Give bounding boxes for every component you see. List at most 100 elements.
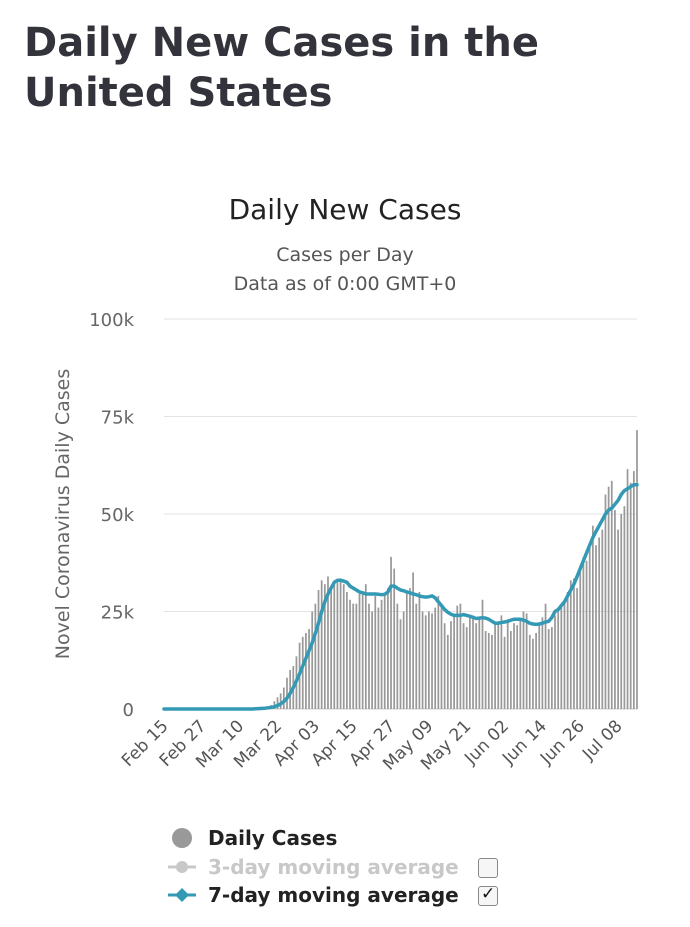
daily-cases-bar[interactable] — [421, 611, 424, 710]
daily-cases-bar[interactable] — [314, 603, 317, 709]
daily-cases-bar[interactable] — [513, 623, 515, 709]
daily-cases-bar[interactable] — [528, 634, 531, 709]
daily-cases-bar[interactable] — [487, 632, 490, 709]
daily-cases-bar[interactable] — [380, 599, 383, 709]
daily-cases-bar[interactable] — [598, 537, 601, 709]
daily-cases-bar[interactable] — [390, 556, 392, 709]
daily-cases-bar[interactable] — [402, 611, 405, 710]
daily-cases-bar[interactable] — [629, 482, 632, 709]
daily-cases-bar[interactable] — [371, 611, 373, 710]
daily-cases-bar[interactable] — [352, 603, 355, 709]
daily-cases-bar[interactable] — [494, 623, 496, 709]
daily-cases-bar[interactable] — [456, 605, 459, 709]
daily-cases-bar[interactable] — [286, 677, 288, 709]
daily-cases-bar[interactable] — [311, 611, 314, 710]
3-day-average-checkbox[interactable] — [478, 858, 498, 878]
daily-cases-bar[interactable] — [544, 603, 547, 709]
daily-cases-bar[interactable] — [481, 599, 484, 709]
daily-cases-bar[interactable] — [409, 588, 411, 709]
daily-cases-bar[interactable] — [497, 621, 500, 709]
7-day-average-checkbox[interactable]: ✓ — [478, 884, 498, 906]
daily-cases-bar[interactable] — [440, 607, 443, 709]
daily-cases-bar[interactable] — [500, 615, 503, 709]
daily-cases-bar[interactable] — [541, 617, 544, 709]
daily-cases-bar[interactable] — [595, 545, 597, 709]
daily-cases-bar[interactable] — [547, 629, 550, 709]
daily-cases-bar[interactable] — [563, 599, 566, 709]
daily-cases-bar[interactable] — [308, 629, 310, 709]
daily-cases-bar[interactable] — [301, 636, 304, 709]
daily-cases-bar[interactable] — [569, 580, 572, 709]
daily-cases-bar[interactable] — [405, 592, 408, 709]
daily-cases-bar[interactable] — [364, 584, 367, 709]
daily-cases-bar[interactable] — [333, 580, 336, 709]
daily-cases-bar[interactable] — [289, 670, 292, 709]
daily-cases-bar[interactable] — [446, 634, 449, 709]
daily-cases-bar[interactable] — [588, 545, 591, 709]
daily-cases-bar[interactable] — [491, 634, 493, 709]
daily-cases-bar[interactable] — [418, 592, 421, 709]
daily-cases-bar[interactable] — [623, 506, 626, 709]
daily-cases-bar[interactable] — [282, 687, 285, 709]
daily-cases-bar[interactable] — [342, 584, 345, 709]
daily-cases-bar[interactable] — [576, 588, 578, 709]
daily-cases-bar[interactable] — [519, 619, 522, 709]
daily-cases-bar[interactable] — [560, 607, 563, 709]
daily-cases-bar[interactable] — [582, 556, 585, 709]
daily-cases-bar[interactable] — [617, 529, 619, 709]
daily-cases-bar[interactable] — [585, 560, 588, 709]
daily-cases-bar[interactable] — [396, 603, 399, 709]
daily-cases-bar[interactable] — [538, 623, 541, 709]
daily-cases-bar[interactable] — [361, 592, 364, 709]
daily-cases-bar[interactable] — [469, 617, 471, 709]
daily-cases-bar[interactable] — [475, 623, 478, 709]
daily-cases-bar[interactable] — [522, 611, 525, 710]
daily-cases-bar[interactable] — [327, 576, 329, 709]
daily-cases-bar[interactable] — [573, 578, 575, 709]
daily-cases-bar[interactable] — [610, 480, 613, 709]
daily-cases-bar[interactable] — [472, 615, 474, 709]
daily-cases-bar[interactable] — [554, 615, 556, 709]
daily-cases-bar[interactable] — [532, 638, 534, 709]
daily-cases-bar[interactable] — [516, 625, 519, 709]
daily-cases-bar[interactable] — [591, 525, 594, 709]
daily-cases-bar[interactable] — [462, 623, 465, 709]
daily-cases-bar[interactable] — [279, 693, 282, 709]
daily-cases-bar[interactable] — [459, 603, 462, 709]
daily-cases-bar[interactable] — [566, 592, 569, 709]
daily-cases-bar[interactable] — [339, 578, 342, 709]
daily-cases-bar[interactable] — [434, 607, 437, 709]
daily-cases-bar[interactable] — [374, 595, 377, 709]
daily-cases-bar[interactable] — [601, 529, 604, 709]
daily-cases-bar[interactable] — [636, 430, 638, 709]
daily-cases-bar[interactable] — [399, 619, 402, 709]
daily-cases-bar[interactable] — [393, 568, 396, 709]
daily-cases-bar[interactable] — [330, 588, 332, 709]
daily-cases-bar[interactable] — [412, 572, 414, 710]
daily-cases-bar[interactable] — [607, 486, 610, 709]
daily-cases-bar[interactable] — [465, 627, 468, 709]
daily-cases-bar[interactable] — [358, 593, 361, 709]
daily-cases-bar[interactable] — [305, 632, 307, 709]
daily-cases-bar[interactable] — [415, 603, 418, 709]
daily-cases-bar[interactable] — [614, 510, 616, 709]
daily-cases-bar[interactable] — [377, 607, 380, 709]
daily-cases-bar[interactable] — [317, 590, 320, 709]
daily-cases-bar[interactable] — [346, 592, 348, 709]
daily-cases-bar[interactable] — [525, 613, 528, 709]
daily-cases-bar[interactable] — [323, 584, 326, 709]
daily-cases-bar[interactable] — [349, 599, 351, 709]
daily-cases-bar[interactable] — [604, 494, 607, 710]
daily-cases-bar[interactable] — [535, 632, 537, 709]
daily-cases-bar[interactable] — [506, 619, 509, 709]
daily-cases-bar[interactable] — [550, 627, 553, 709]
daily-cases-bar[interactable] — [557, 611, 560, 710]
daily-cases-bar[interactable] — [620, 514, 623, 709]
daily-cases-bar[interactable] — [355, 603, 358, 709]
daily-cases-bar[interactable] — [431, 613, 433, 709]
daily-cases-bar[interactable] — [437, 595, 440, 709]
daily-cases-bar[interactable] — [626, 469, 629, 709]
daily-cases-bar[interactable] — [579, 568, 582, 709]
daily-cases-bar[interactable] — [484, 631, 487, 709]
daily-cases-bar[interactable] — [632, 471, 635, 709]
